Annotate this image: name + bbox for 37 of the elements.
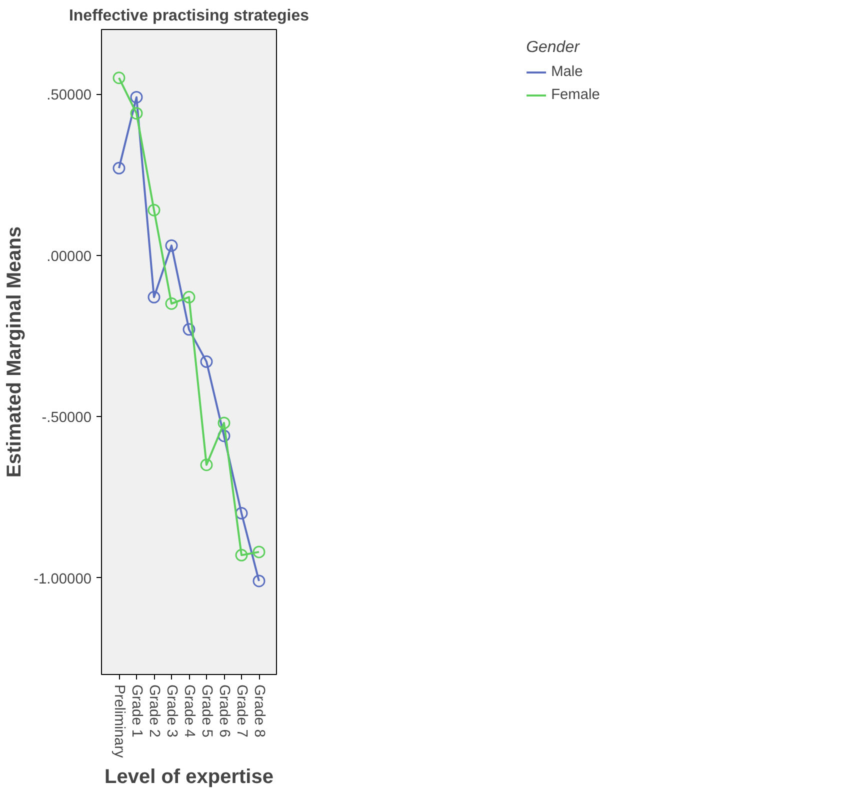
point (200, 355, 213, 368)
point (148, 290, 160, 304)
x-tick-label: Grade 2 (146, 684, 162, 738)
x-tick-label: Grade 5 (198, 684, 214, 738)
x-tick-label: Grade 8 (251, 684, 267, 738)
point (182, 290, 196, 304)
legend-label: Male (551, 64, 583, 80)
point (165, 297, 178, 310)
point (235, 548, 248, 562)
point (235, 507, 248, 520)
legend-title: Gender (526, 39, 581, 57)
x-tick-label: Grade 6 (216, 684, 232, 738)
point (252, 546, 266, 558)
x-axis-title: Level of expertise (104, 766, 274, 788)
y-tick-label: .00000 (46, 248, 92, 265)
point (218, 416, 230, 430)
x-tick-label: Grade 7 (234, 684, 250, 738)
legend-label: Female (551, 87, 600, 103)
y-tick-label: -1.00000 (34, 571, 92, 588)
x-tick-label: Grade 4 (181, 684, 197, 738)
point (148, 204, 160, 216)
point (252, 574, 266, 588)
point (130, 107, 143, 120)
y-tick-label: .50000 (46, 88, 92, 104)
y-axis-title: Estimated Marginal Means (4, 226, 26, 478)
y-tick-label: -.50000 (42, 410, 92, 426)
x-tick-label: Preliminary (111, 684, 127, 758)
x-tick-label: Grade 1 (128, 684, 144, 738)
point (112, 162, 126, 174)
point (165, 239, 178, 252)
point (200, 458, 213, 472)
x-tick-label: Grade 3 (164, 684, 180, 738)
chart-title: Ineffective practising strategies (68, 8, 310, 24)
point (112, 72, 126, 84)
point (182, 323, 196, 336)
point (218, 430, 230, 442)
point (130, 90, 143, 104)
